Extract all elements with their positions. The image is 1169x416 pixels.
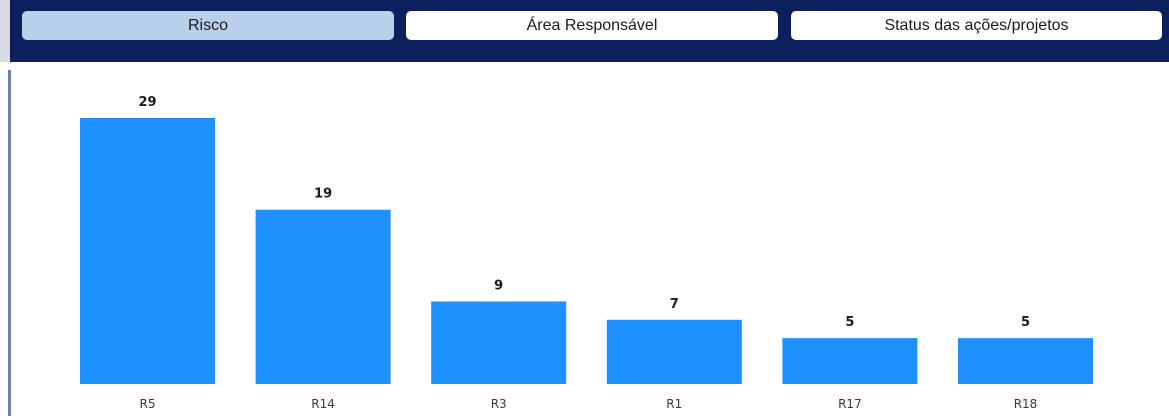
value-label-r17: 5 [845,315,854,330]
bar-r5[interactable] [80,118,215,384]
tab-risco[interactable]: Risco [22,11,394,40]
value-label-r1: 7 [670,297,679,312]
bar-r18[interactable] [958,338,1093,384]
category-label-r3: R3 [491,397,507,411]
category-label-r18: R18 [1014,397,1038,411]
value-label-r5: 29 [138,95,156,110]
value-label-r14: 19 [314,187,332,202]
tab-area-responsavel[interactable]: Área Responsável [406,11,778,40]
bar-r14[interactable] [255,209,391,384]
category-label-r14: R14 [311,397,335,411]
category-labels-group: R5 R14 R3 R1 R17 R18 [140,397,1038,411]
category-label-r5: R5 [140,397,156,411]
bar-r17[interactable] [782,338,918,384]
bar-r3[interactable] [431,301,567,384]
value-labels-group: 29 19 9 7 5 5 [138,95,1030,330]
tab-status-acoes-projetos[interactable]: Status das ações/projetos [791,11,1162,40]
header-edge [0,0,10,62]
chart-left-border [8,70,11,416]
header-bar: Risco Área Responsável Status das ações/… [0,0,1169,62]
value-label-r3: 9 [494,278,503,293]
bars-group [80,118,1093,384]
category-label-r1: R1 [666,397,682,411]
bar-r1[interactable] [606,319,742,384]
value-label-r18: 5 [1021,315,1030,330]
category-label-r17: R17 [838,397,862,411]
bar-chart: 29 19 9 7 5 5 R5 R14 R3 R1 R17 R18 [80,95,1093,411]
